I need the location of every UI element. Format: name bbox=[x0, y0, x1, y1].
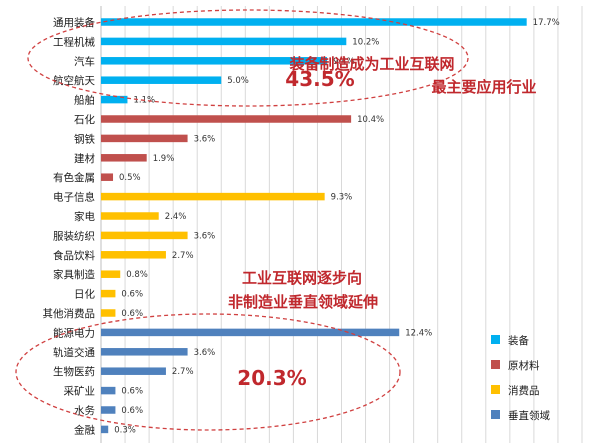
category-label-17: 轨道交通 bbox=[53, 346, 95, 359]
category-label-2: 汽车 bbox=[74, 55, 95, 68]
value-label-0: 17.7% bbox=[533, 18, 560, 28]
annotation-2-value: 20.3% bbox=[237, 366, 306, 390]
value-label-2: 9.4% bbox=[333, 57, 355, 67]
bars bbox=[101, 18, 527, 434]
bar-12 bbox=[101, 251, 166, 259]
legend-label-0: 装备 bbox=[508, 334, 529, 347]
category-label-13: 家具制造 bbox=[53, 268, 95, 281]
category-label-4: 船舶 bbox=[74, 94, 95, 107]
category-label-3: 航空航天 bbox=[53, 74, 95, 87]
category-label-12: 食品饮料 bbox=[53, 249, 95, 262]
bar-0 bbox=[101, 18, 527, 26]
category-label-21: 金融 bbox=[74, 423, 95, 436]
value-label-13: 0.8% bbox=[126, 270, 148, 280]
category-label-0: 通用装备 bbox=[53, 16, 95, 29]
value-label-21: 0.3% bbox=[114, 425, 136, 435]
bar-18 bbox=[101, 367, 166, 375]
bar-11 bbox=[101, 231, 188, 240]
bar-19 bbox=[101, 386, 116, 395]
category-label-1: 工程机械 bbox=[53, 35, 95, 48]
value-label-6: 3.6% bbox=[194, 134, 216, 144]
annotations: 装备制造成为工业互联网 最主要应用行业 43.5% 工业互联网逐步向 非制造业垂… bbox=[15, 9, 537, 431]
value-label-5: 10.4% bbox=[357, 115, 384, 125]
bar-7 bbox=[101, 154, 147, 162]
legend-label-2: 消费品 bbox=[508, 384, 540, 397]
annotation-ellipse-vertical bbox=[15, 313, 401, 431]
category-label-9: 电子信息 bbox=[53, 191, 95, 204]
legend-swatch-1 bbox=[491, 360, 500, 369]
value-labels: 17.7%10.2%9.4%5.0%1.1%10.4%3.6%1.9%0.5%9… bbox=[114, 18, 559, 435]
value-label-16: 12.4% bbox=[405, 328, 432, 338]
bar-1 bbox=[101, 37, 347, 46]
value-label-17: 3.6% bbox=[194, 348, 216, 358]
category-label-6: 钢铁 bbox=[74, 132, 95, 145]
category-label-15: 其他消费品 bbox=[43, 307, 96, 320]
value-label-10: 2.4% bbox=[165, 212, 187, 222]
bar-17 bbox=[101, 348, 188, 356]
bar-6 bbox=[101, 134, 188, 143]
category-label-19: 采矿业 bbox=[64, 385, 96, 398]
legend-label-1: 原材料 bbox=[508, 359, 540, 372]
legend-swatch-2 bbox=[491, 385, 500, 394]
category-label-5: 石化 bbox=[74, 113, 95, 126]
category-label-20: 水务 bbox=[74, 404, 95, 417]
category-labels: 通用装备工程机械汽车航空航天船舶石化钢铁建材有色金属电子信息家电服装纺织食品饮料… bbox=[43, 16, 96, 436]
bar-9 bbox=[101, 192, 325, 201]
annotation-1-line-2: 最主要应用行业 bbox=[431, 78, 536, 96]
category-label-8: 有色金属 bbox=[53, 171, 95, 184]
value-label-1: 10.2% bbox=[352, 37, 379, 47]
bar-21 bbox=[101, 425, 109, 434]
category-label-18: 生物医药 bbox=[53, 365, 95, 378]
bar-8 bbox=[101, 173, 114, 181]
annotation-2-line-2: 非制造业垂直领域延伸 bbox=[228, 293, 378, 311]
value-label-20: 0.6% bbox=[121, 406, 143, 416]
bar-16 bbox=[101, 328, 400, 337]
value-label-15: 0.6% bbox=[121, 309, 143, 319]
category-label-7: 建材 bbox=[74, 152, 95, 165]
bar-15 bbox=[101, 309, 116, 317]
value-label-3: 5.0% bbox=[227, 76, 249, 86]
legend-label-3: 垂直领域 bbox=[508, 409, 550, 422]
bar-3 bbox=[101, 76, 222, 84]
bar-5 bbox=[101, 115, 352, 123]
bar-2 bbox=[101, 57, 328, 65]
value-label-9: 9.3% bbox=[331, 193, 353, 203]
bar-4 bbox=[101, 95, 128, 104]
category-label-14: 日化 bbox=[74, 288, 95, 301]
value-label-11: 3.6% bbox=[194, 231, 216, 241]
legend-swatch-0 bbox=[491, 335, 500, 344]
value-label-14: 0.6% bbox=[121, 290, 143, 300]
annotation-1-value: 43.5% bbox=[285, 67, 354, 91]
value-label-18: 2.7% bbox=[172, 367, 194, 377]
annotation-2-line-1: 工业互联网逐步向 bbox=[242, 269, 362, 287]
value-label-8: 0.5% bbox=[119, 173, 141, 183]
value-label-12: 2.7% bbox=[172, 251, 194, 261]
annotation-ellipse-equipment bbox=[27, 9, 469, 107]
bar-14 bbox=[101, 289, 116, 298]
category-label-11: 服装纺织 bbox=[53, 229, 95, 242]
annotation-1-line-1: 装备制造成为工业互联网 bbox=[288, 55, 454, 73]
bar-20 bbox=[101, 406, 116, 414]
category-label-16: 能源电力 bbox=[53, 326, 95, 339]
legend-swatch-3 bbox=[491, 410, 500, 419]
value-label-19: 0.6% bbox=[121, 387, 143, 397]
bar-10 bbox=[101, 212, 159, 220]
bar-13 bbox=[101, 270, 121, 278]
category-label-10: 家电 bbox=[74, 210, 95, 223]
value-label-7: 1.9% bbox=[153, 154, 175, 164]
